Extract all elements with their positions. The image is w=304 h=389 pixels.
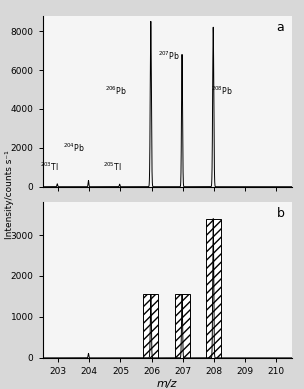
X-axis label: m/z: m/z xyxy=(157,378,178,389)
Text: $^{207}$Pb: $^{207}$Pb xyxy=(158,50,180,62)
Bar xyxy=(174,294,189,358)
Text: a: a xyxy=(277,21,284,34)
Text: Intensity/counts s⁻¹: Intensity/counts s⁻¹ xyxy=(5,150,14,239)
Text: $^{204}$Pb: $^{204}$Pb xyxy=(63,141,85,154)
Text: $^{208}$Pb: $^{208}$Pb xyxy=(211,85,233,97)
Text: $^{206}$Pb: $^{206}$Pb xyxy=(105,85,126,97)
Text: b: b xyxy=(276,207,284,220)
Bar xyxy=(206,219,221,358)
Bar xyxy=(143,294,158,358)
Text: $^{205}$Tl: $^{205}$Tl xyxy=(103,161,122,173)
Text: $^{203}$Tl: $^{203}$Tl xyxy=(40,161,59,173)
